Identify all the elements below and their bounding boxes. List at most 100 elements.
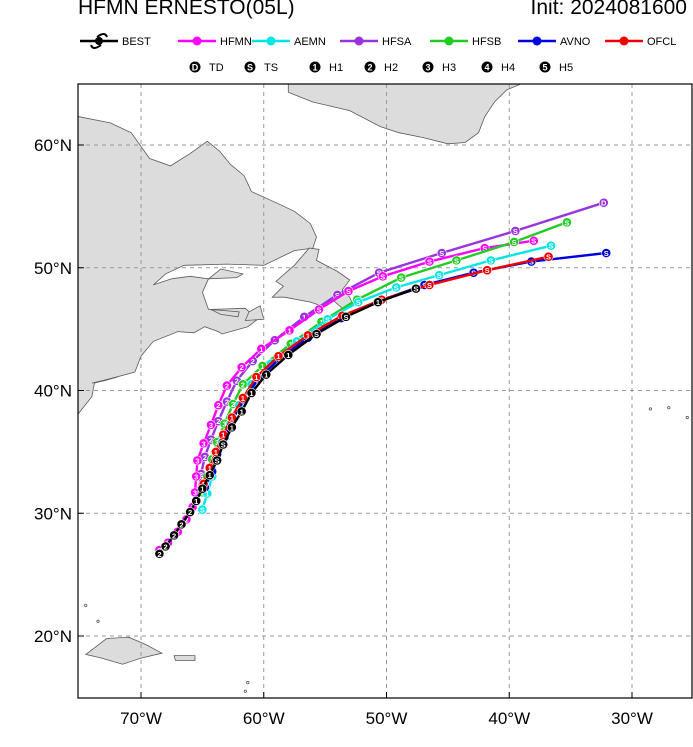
legend: BEST HFMN AEMN HFSA HFSB AVNO OFCL D TD S TS 1 H1 2 H2… (80, 33, 676, 74)
legend-item-hfsa: HFSA (340, 36, 412, 48)
track-point-ofcl: S (543, 251, 554, 262)
svg-text:2: 2 (157, 550, 161, 559)
legend-item-hfsb: HFSB (430, 36, 501, 48)
svg-text:3: 3 (215, 438, 219, 447)
track-point-hfsb: S (509, 237, 520, 247)
track-point-hfmn: 3 (191, 471, 202, 481)
track-point-aemn: S (197, 504, 208, 515)
track-point-hfmn: S (314, 304, 324, 314)
lat-tick-label: 20°N (34, 627, 72, 646)
land-north-america (78, 116, 317, 415)
svg-text:2: 2 (199, 470, 203, 479)
track-point-best: S (218, 439, 229, 450)
track-point-best: 1 (236, 406, 247, 416)
intensity-label: TD (209, 62, 224, 74)
intensity-label: TS (264, 62, 278, 74)
svg-text:S: S (346, 287, 351, 296)
svg-text:S: S (394, 283, 399, 292)
track-point-hfsa: D (598, 197, 609, 208)
intensity-label: H3 (442, 62, 456, 74)
track-point-hfsb: S (451, 255, 462, 265)
svg-text:2: 2 (225, 398, 229, 407)
track-point-hfmn: 1 (256, 343, 267, 354)
svg-text:1: 1 (254, 373, 258, 382)
legend-swatch-dot (354, 36, 364, 46)
track-point-best: 1 (373, 297, 383, 307)
map-title: HFMN ERNESTO(05L) (78, 0, 295, 19)
axis-labels: 70°W 60°W 50°W 40°W 30°W 20°N 30°N 40°N 50°N 60°N (34, 136, 653, 728)
track-point-aemn: S (485, 255, 496, 265)
svg-text:1: 1 (259, 345, 263, 354)
svg-text:1: 1 (194, 497, 198, 506)
svg-text:S: S (427, 281, 432, 290)
landmasses (78, 84, 689, 693)
track-point-aemn: S (434, 270, 445, 280)
svg-text:S: S (513, 227, 518, 236)
lon-tick-label: 50°W (366, 709, 408, 728)
svg-text:3: 3 (194, 472, 198, 481)
track-point-ofcl: 1 (218, 429, 229, 440)
svg-text:2: 2 (188, 508, 192, 517)
svg-text:S: S (454, 256, 459, 265)
intensity-symbol-char: D (192, 63, 199, 73)
track-point-best: 1 (204, 470, 215, 480)
legend-label: HFSA (382, 36, 412, 48)
intensity-symbol (189, 61, 201, 73)
legend-swatch-dot (619, 36, 629, 46)
track-point-hfmn: 3 (198, 438, 209, 448)
svg-text:3: 3 (193, 488, 197, 497)
island-6 (685, 415, 689, 420)
track-point-best: 1 (246, 388, 257, 398)
svg-text:S: S (356, 298, 361, 307)
intensity-symbol (539, 61, 551, 73)
svg-text:1: 1 (230, 423, 234, 432)
svg-text:1: 1 (289, 340, 293, 349)
track-point-hfmn: 3 (192, 455, 203, 465)
track-point-hfmn: 2 (222, 380, 232, 391)
track-point-hfmn: 1 (284, 325, 295, 335)
legend-swatch-dot (266, 36, 276, 46)
land-long-island (91, 376, 118, 384)
legend-intensity-h2: 2 H2 (364, 61, 398, 74)
intensity-symbol (244, 61, 256, 73)
graticule (78, 84, 692, 698)
svg-text:S: S (221, 441, 226, 450)
island-7 (243, 689, 247, 693)
legend-item-avno: AVNO (518, 36, 591, 48)
intensity-label: H1 (329, 62, 343, 74)
track-point-best: 1 (191, 496, 202, 506)
svg-text:2: 2 (203, 453, 207, 462)
legend-swatch-dot (532, 36, 542, 46)
track-point-hfsa: S (510, 226, 521, 236)
svg-text:2: 2 (184, 515, 188, 524)
intensity-label: H2 (384, 62, 398, 74)
track-point-hfmn: 2 (213, 400, 224, 410)
track-point-best: 2 (160, 541, 171, 551)
init-time-label: Init: 2024081600 (530, 0, 687, 19)
svg-text:1: 1 (240, 407, 244, 416)
island-9 (246, 681, 250, 685)
svg-text:1: 1 (214, 448, 218, 457)
intensity-symbol-char: 3 (425, 63, 430, 73)
intensity-symbol (364, 61, 376, 73)
track-point-hfmn: S (528, 235, 539, 246)
legend-label: HFMN (220, 36, 252, 48)
svg-text:2: 2 (240, 363, 244, 372)
legend-label: AEMN (294, 36, 326, 48)
svg-text:2: 2 (172, 531, 176, 540)
intensity-symbol (422, 61, 434, 73)
track-point-hfmn: S (424, 256, 435, 267)
svg-text:1: 1 (200, 485, 204, 494)
svg-text:S: S (380, 272, 385, 281)
svg-text:S: S (437, 271, 442, 280)
svg-text:S: S (427, 258, 432, 267)
svg-text:S: S (316, 305, 321, 314)
track-point-ofcl: S (424, 280, 435, 290)
svg-text:1: 1 (205, 490, 209, 499)
svg-text:1: 1 (287, 326, 291, 335)
intensity-symbol-char: S (247, 63, 253, 73)
land-puerto-rico (173, 655, 196, 661)
svg-text:1: 1 (249, 389, 253, 398)
svg-text:3: 3 (195, 456, 199, 465)
